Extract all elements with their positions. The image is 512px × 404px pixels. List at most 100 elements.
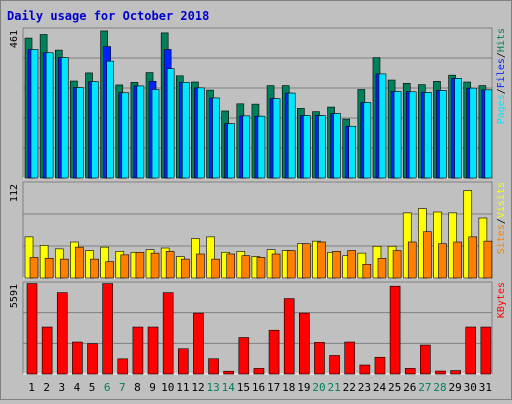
- bar-pages-day-14: [227, 123, 235, 179]
- bar-sites-day-4: [75, 246, 84, 279]
- bar-pages-day-31: [484, 89, 493, 179]
- series-label-separator: /: [496, 218, 507, 224]
- x-tick-label: 19: [297, 381, 310, 394]
- bar-pages-day-7: [121, 92, 130, 179]
- bar-kbytes-day-6: [102, 283, 113, 375]
- bar-pages-day-9: [151, 89, 160, 179]
- bar-sites-day-27: [423, 231, 432, 279]
- bar-pages-day-8: [136, 85, 145, 179]
- bar-kbytes-day-12: [193, 312, 204, 375]
- bar-sites-day-24: [377, 257, 387, 279]
- bar-sites-day-15: [241, 255, 251, 279]
- bar-pages-day-22: [348, 125, 357, 179]
- x-tick-label: 7: [119, 381, 126, 394]
- x-tick-label: 2: [43, 381, 50, 394]
- x-tick-label: 6: [104, 381, 111, 394]
- x-tick-label: 21: [328, 381, 341, 394]
- bar-kbytes-day-14: [223, 370, 234, 375]
- bar-kbytes-day-15: [238, 337, 250, 375]
- bar-pages-day-3: [60, 57, 69, 179]
- bar-pages-day-16: [257, 115, 266, 179]
- bar-sites-day-28: [438, 243, 447, 279]
- bar-sites-day-10: [165, 251, 175, 279]
- x-tick-label: 14: [222, 381, 236, 394]
- x-tick-label: 29: [449, 381, 462, 394]
- bar-kbytes-day-2: [41, 326, 53, 375]
- bar-pages-day-11: [181, 82, 190, 179]
- x-tick-label: 22: [343, 381, 356, 394]
- x-tick-label: 26: [403, 381, 416, 394]
- bar-sites-day-5: [90, 258, 99, 279]
- bar-visits-day-30: [463, 190, 473, 279]
- x-tick-label: 24: [373, 381, 387, 394]
- x-tick-label: 16: [252, 381, 265, 394]
- bar-kbytes-day-5: [87, 343, 98, 375]
- bar-pages-day-12: [197, 87, 205, 179]
- bar-sites-day-3: [59, 258, 69, 279]
- bar-sites-day-7: [120, 254, 130, 279]
- bar-sites-day-26: [407, 241, 417, 279]
- bar-kbytes-day-29: [450, 370, 461, 375]
- series-axis-label: Sites/Visits: [496, 182, 507, 254]
- bar-sites-day-19: [302, 243, 311, 279]
- series-label-separator: /: [496, 52, 507, 58]
- bar-sites-day-1: [29, 257, 39, 279]
- bar-pages-day-4: [76, 87, 84, 179]
- bar-sites-day-11: [180, 258, 190, 279]
- bar-kbytes-day-30: [465, 326, 477, 375]
- bar-pages-day-29: [454, 78, 462, 179]
- bar-kbytes-day-23: [359, 364, 371, 375]
- series-axis-label: KBytes: [496, 282, 507, 318]
- bar-sites-day-23: [362, 263, 372, 279]
- series-label-sites: Sites: [496, 224, 507, 254]
- bar-sites-day-9: [150, 252, 160, 279]
- y-max-label: 461: [9, 30, 20, 48]
- x-tick-label: 13: [206, 381, 219, 394]
- x-tick-label: 12: [191, 381, 204, 394]
- series-label-separator: /: [496, 88, 507, 94]
- series-axis-label: Pages/Files/Hits: [496, 28, 507, 124]
- chart-title: Daily usage for October 2018: [7, 9, 209, 23]
- bar-kbytes-day-26: [404, 368, 416, 375]
- bar-kbytes-day-25: [389, 285, 401, 375]
- bar-kbytes-day-20: [314, 342, 325, 375]
- series-label-hits: Hits: [496, 28, 507, 52]
- bar-kbytes-day-21: [329, 355, 340, 375]
- bar-pages-day-19: [303, 115, 311, 179]
- bar-kbytes-day-24: [374, 356, 386, 375]
- bar-kbytes-day-31: [480, 326, 492, 375]
- bar-kbytes-day-22: [344, 341, 356, 375]
- bar-pages-day-28: [439, 90, 447, 179]
- bar-sites-day-12: [196, 253, 205, 279]
- x-tick-label: 25: [388, 381, 401, 394]
- bar-sites-day-14: [226, 253, 235, 279]
- bar-sites-day-16: [256, 257, 266, 279]
- y-max-label: 5591: [9, 284, 20, 308]
- bar-pages-day-1: [30, 49, 39, 179]
- bar-sites-day-21: [332, 251, 341, 279]
- bar-pages-day-20: [318, 115, 326, 179]
- bar-pages-day-24: [378, 73, 387, 179]
- x-tick-label: 1: [28, 381, 35, 394]
- bar-pages-day-18: [287, 92, 296, 179]
- bar-pages-day-26: [408, 91, 417, 179]
- bar-sites-day-20: [317, 241, 326, 279]
- x-tick-label: 11: [176, 381, 189, 394]
- x-tick-label: 5: [89, 381, 96, 394]
- bar-kbytes-day-9: [147, 326, 159, 375]
- series-label-kbytes: KBytes: [496, 282, 507, 318]
- x-tick-label: 17: [267, 381, 280, 394]
- bar-kbytes-day-8: [132, 326, 144, 375]
- bar-kbytes-day-13: [208, 358, 219, 375]
- y-max-label: 112: [9, 184, 20, 202]
- bar-pages-day-23: [363, 102, 372, 179]
- bar-sites-day-17: [271, 253, 281, 279]
- series-label-files: Files: [496, 58, 507, 88]
- bar-kbytes-day-10: [162, 292, 174, 375]
- bar-pages-day-27: [424, 92, 432, 179]
- x-tick-label: 9: [149, 381, 156, 394]
- series-label-visits: Visits: [496, 182, 507, 218]
- bar-pages-day-25: [393, 91, 402, 179]
- bar-visits-day-13: [206, 236, 215, 279]
